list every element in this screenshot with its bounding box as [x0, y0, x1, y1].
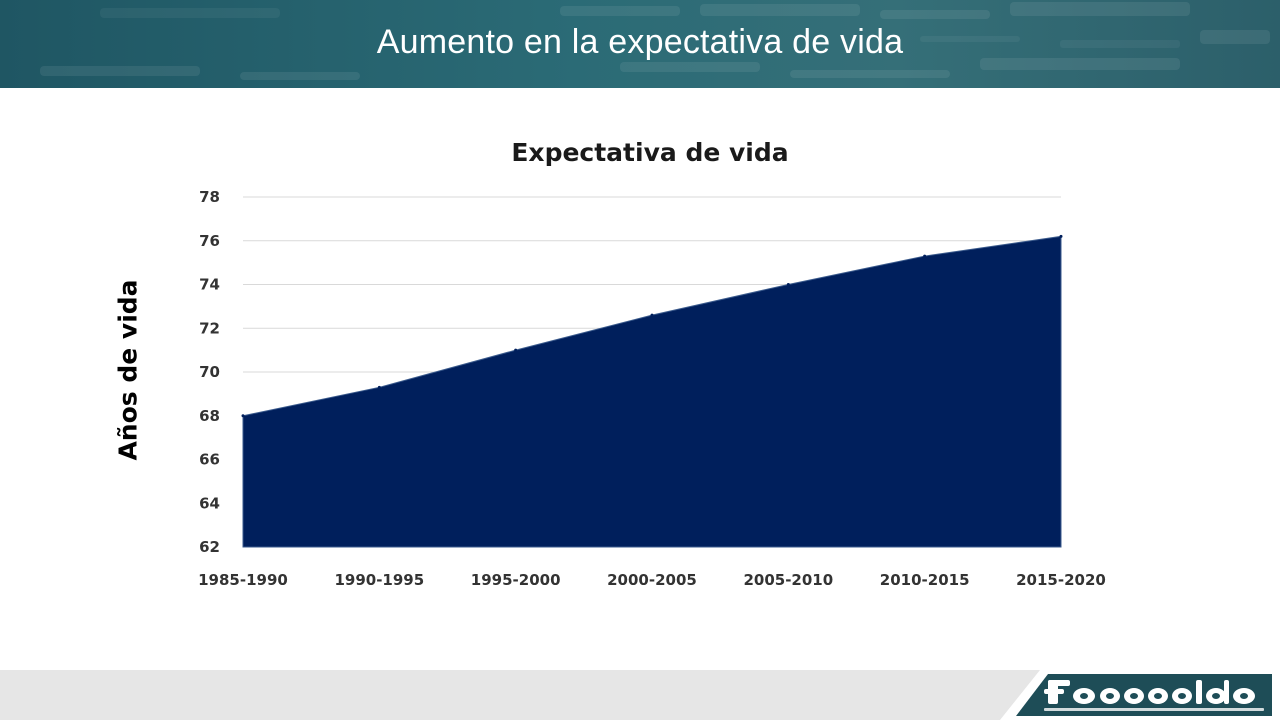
data-point	[514, 348, 518, 352]
data-point	[241, 414, 245, 418]
logo-band	[1016, 674, 1272, 716]
area-chart: 62 64 66 68 70 72 74 76 78 1985-1990 1990-1995 199…	[198, 188, 1106, 589]
chart-title: Expectativa de vida	[511, 138, 789, 167]
header-decoration	[40, 2, 1270, 80]
x-axis-ticks: 1985-1990 1990-1995 1995-2000 2000-2005 2005…	[198, 571, 1106, 589]
area-fill	[242, 235, 1062, 548]
y-tick-label: 72	[199, 319, 220, 337]
data-point	[1059, 234, 1063, 238]
area-series	[241, 234, 1063, 548]
x-tick-label: 2000-2005	[607, 571, 697, 589]
header-banner: Aumento en la expectativa de vida	[0, 0, 1280, 88]
y-tick-label: 78	[199, 188, 220, 206]
y-tick-label: 70	[199, 363, 220, 381]
x-tick-label: 1990-1995	[334, 571, 424, 589]
x-tick-label: 1985-1990	[198, 571, 288, 589]
y-tick-label: 76	[199, 232, 220, 250]
y-axis-ticks: 62 64 66 68 70 72 74 76 78	[199, 188, 220, 556]
data-point	[786, 283, 790, 286]
data-point	[650, 313, 654, 317]
data-point	[923, 254, 927, 258]
fasecolda-logo	[1000, 670, 1280, 720]
logo-counters	[1080, 693, 1248, 699]
x-tick-label: 2015-2020	[1016, 571, 1106, 589]
x-tick-label: 2010-2015	[880, 571, 970, 589]
y-tick-label: 66	[199, 451, 220, 469]
x-tick-label: 1995-2000	[471, 571, 561, 589]
y-tick-label: 64	[199, 494, 220, 512]
data-point	[377, 385, 381, 389]
y-tick-label: 62	[199, 538, 220, 556]
page-title: Aumento en la expectativa de vida	[376, 23, 904, 61]
y-tick-label: 74	[199, 276, 220, 294]
y-tick-label: 68	[199, 407, 220, 425]
x-tick-label: 2005-2010	[743, 571, 833, 589]
